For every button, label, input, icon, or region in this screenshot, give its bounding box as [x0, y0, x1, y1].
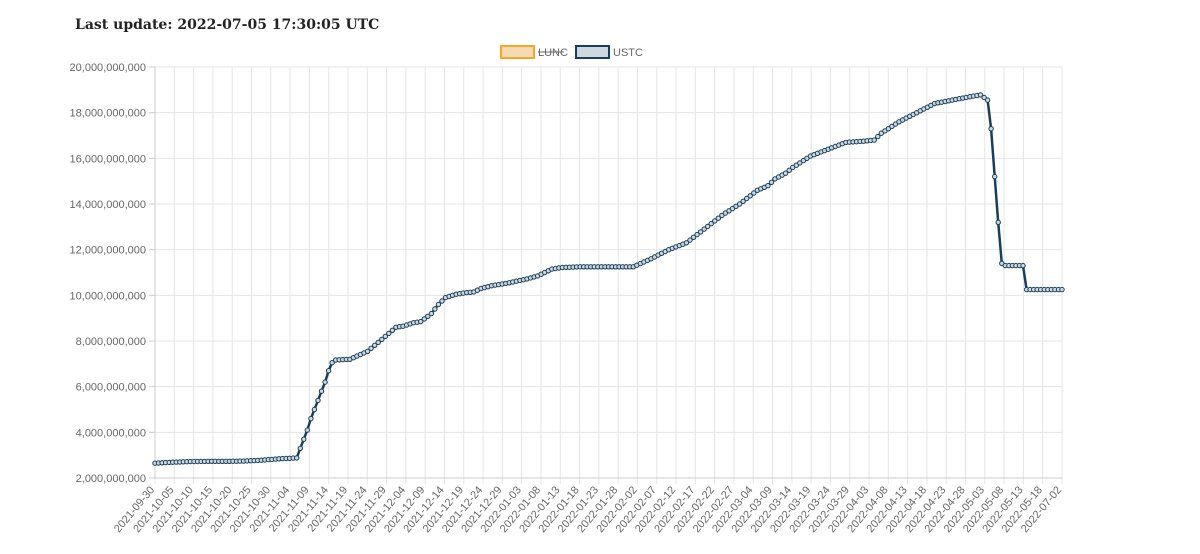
- data-point: [375, 339, 381, 346]
- data-point: [988, 126, 994, 132]
- data-point: [382, 333, 388, 340]
- y-tick-label: 6,000,000,000: [76, 382, 146, 394]
- data-point: [765, 183, 771, 189]
- data-point: [981, 94, 987, 101]
- x-axis-ticks: 2021-09-302021-10-052021-10-102021-10-15…: [112, 484, 1064, 535]
- data-point: [315, 397, 321, 404]
- data-point: [325, 368, 332, 374]
- grid: [149, 66, 1063, 484]
- data-point: [690, 234, 697, 241]
- data-point: [708, 220, 714, 227]
- y-tick-label: 16,000,000,000: [70, 153, 146, 165]
- y-tick-label: 8,000,000,000: [76, 336, 146, 348]
- legend: LUNC USTC: [500, 45, 643, 59]
- data-point: [705, 223, 711, 230]
- data-point: [747, 193, 753, 199]
- data-point: [386, 330, 392, 337]
- data-point: [322, 379, 328, 385]
- data-point: [418, 318, 424, 325]
- data-point: [435, 301, 442, 308]
- data-point: [304, 427, 310, 433]
- data-point: [995, 219, 1001, 226]
- data-point: [977, 92, 984, 98]
- y-tick-label: 2,000,000,000: [76, 473, 146, 485]
- y-tick-label: 20,000,000,000: [70, 62, 146, 74]
- data-point: [318, 388, 325, 394]
- legend-label-ustc: USTC: [613, 47, 643, 59]
- data-point: [687, 237, 693, 243]
- data-point: [768, 179, 775, 186]
- data-point: [294, 455, 300, 461]
- legend-swatch-lunc: [500, 45, 535, 59]
- y-tick-label: 4,000,000,000: [76, 427, 146, 439]
- series-ustc: [152, 92, 1065, 466]
- data-point: [694, 231, 700, 238]
- data-point: [875, 133, 881, 140]
- data-point: [421, 316, 427, 322]
- data-point: [311, 406, 318, 413]
- y-tick-label: 12,000,000,000: [70, 245, 146, 257]
- data-point: [683, 240, 690, 246]
- data-point: [751, 190, 757, 196]
- data-point: [736, 201, 743, 207]
- y-tick-label: 18,000,000,000: [70, 108, 146, 120]
- data-point: [301, 436, 307, 442]
- data-point: [379, 336, 385, 343]
- data-point: [364, 348, 371, 354]
- data-point: [712, 218, 718, 224]
- data-point: [432, 306, 438, 312]
- data-point: [1059, 286, 1065, 293]
- series-line-ustc: [154, 93, 1062, 465]
- data-point: [782, 170, 789, 176]
- data-point: [740, 198, 746, 205]
- data-point: [372, 342, 378, 348]
- legend-swatch-ustc: [575, 45, 610, 59]
- legend-label-lunc: LUNC: [538, 47, 568, 59]
- data-point: [871, 137, 877, 143]
- data-point: [297, 445, 303, 451]
- data-point: [701, 226, 707, 232]
- data-point: [329, 360, 335, 366]
- data-point: [984, 97, 991, 103]
- data-point: [715, 215, 721, 221]
- data-point: [744, 195, 750, 202]
- last-update-text: Last update: 2022-07-05 17:30:05 UTC: [75, 17, 380, 33]
- legend-item-lunc[interactable]: LUNC: [500, 45, 568, 59]
- data-point: [992, 173, 998, 180]
- legend-item-ustc[interactable]: USTC: [575, 45, 643, 59]
- data-point: [428, 310, 435, 317]
- y-axis-ticks: 20,000,000,000 18,000,000,000 16,000,000,0…: [70, 62, 146, 485]
- data-point: [308, 415, 314, 422]
- data-point: [425, 313, 431, 319]
- data-point: [1020, 262, 1026, 269]
- data-point: [697, 229, 704, 235]
- data-point: [786, 167, 792, 174]
- data-point: [368, 345, 374, 351]
- data-point: [439, 298, 445, 304]
- data-point: [389, 327, 396, 333]
- y-tick-label: 14,000,000,000: [70, 199, 146, 211]
- y-tick-label: 10,000,000,000: [70, 290, 146, 302]
